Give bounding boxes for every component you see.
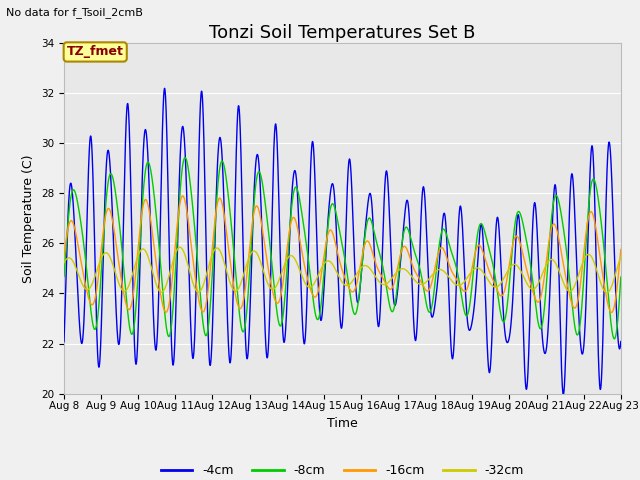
Title: Tonzi Soil Temperatures Set B: Tonzi Soil Temperatures Set B bbox=[209, 24, 476, 42]
Text: TZ_fmet: TZ_fmet bbox=[67, 46, 124, 59]
X-axis label: Time: Time bbox=[327, 417, 358, 430]
Legend: -4cm, -8cm, -16cm, -32cm: -4cm, -8cm, -16cm, -32cm bbox=[156, 459, 529, 480]
Y-axis label: Soil Temperature (C): Soil Temperature (C) bbox=[22, 154, 35, 283]
Text: No data for f_Tsoil_2cmB: No data for f_Tsoil_2cmB bbox=[6, 7, 143, 18]
